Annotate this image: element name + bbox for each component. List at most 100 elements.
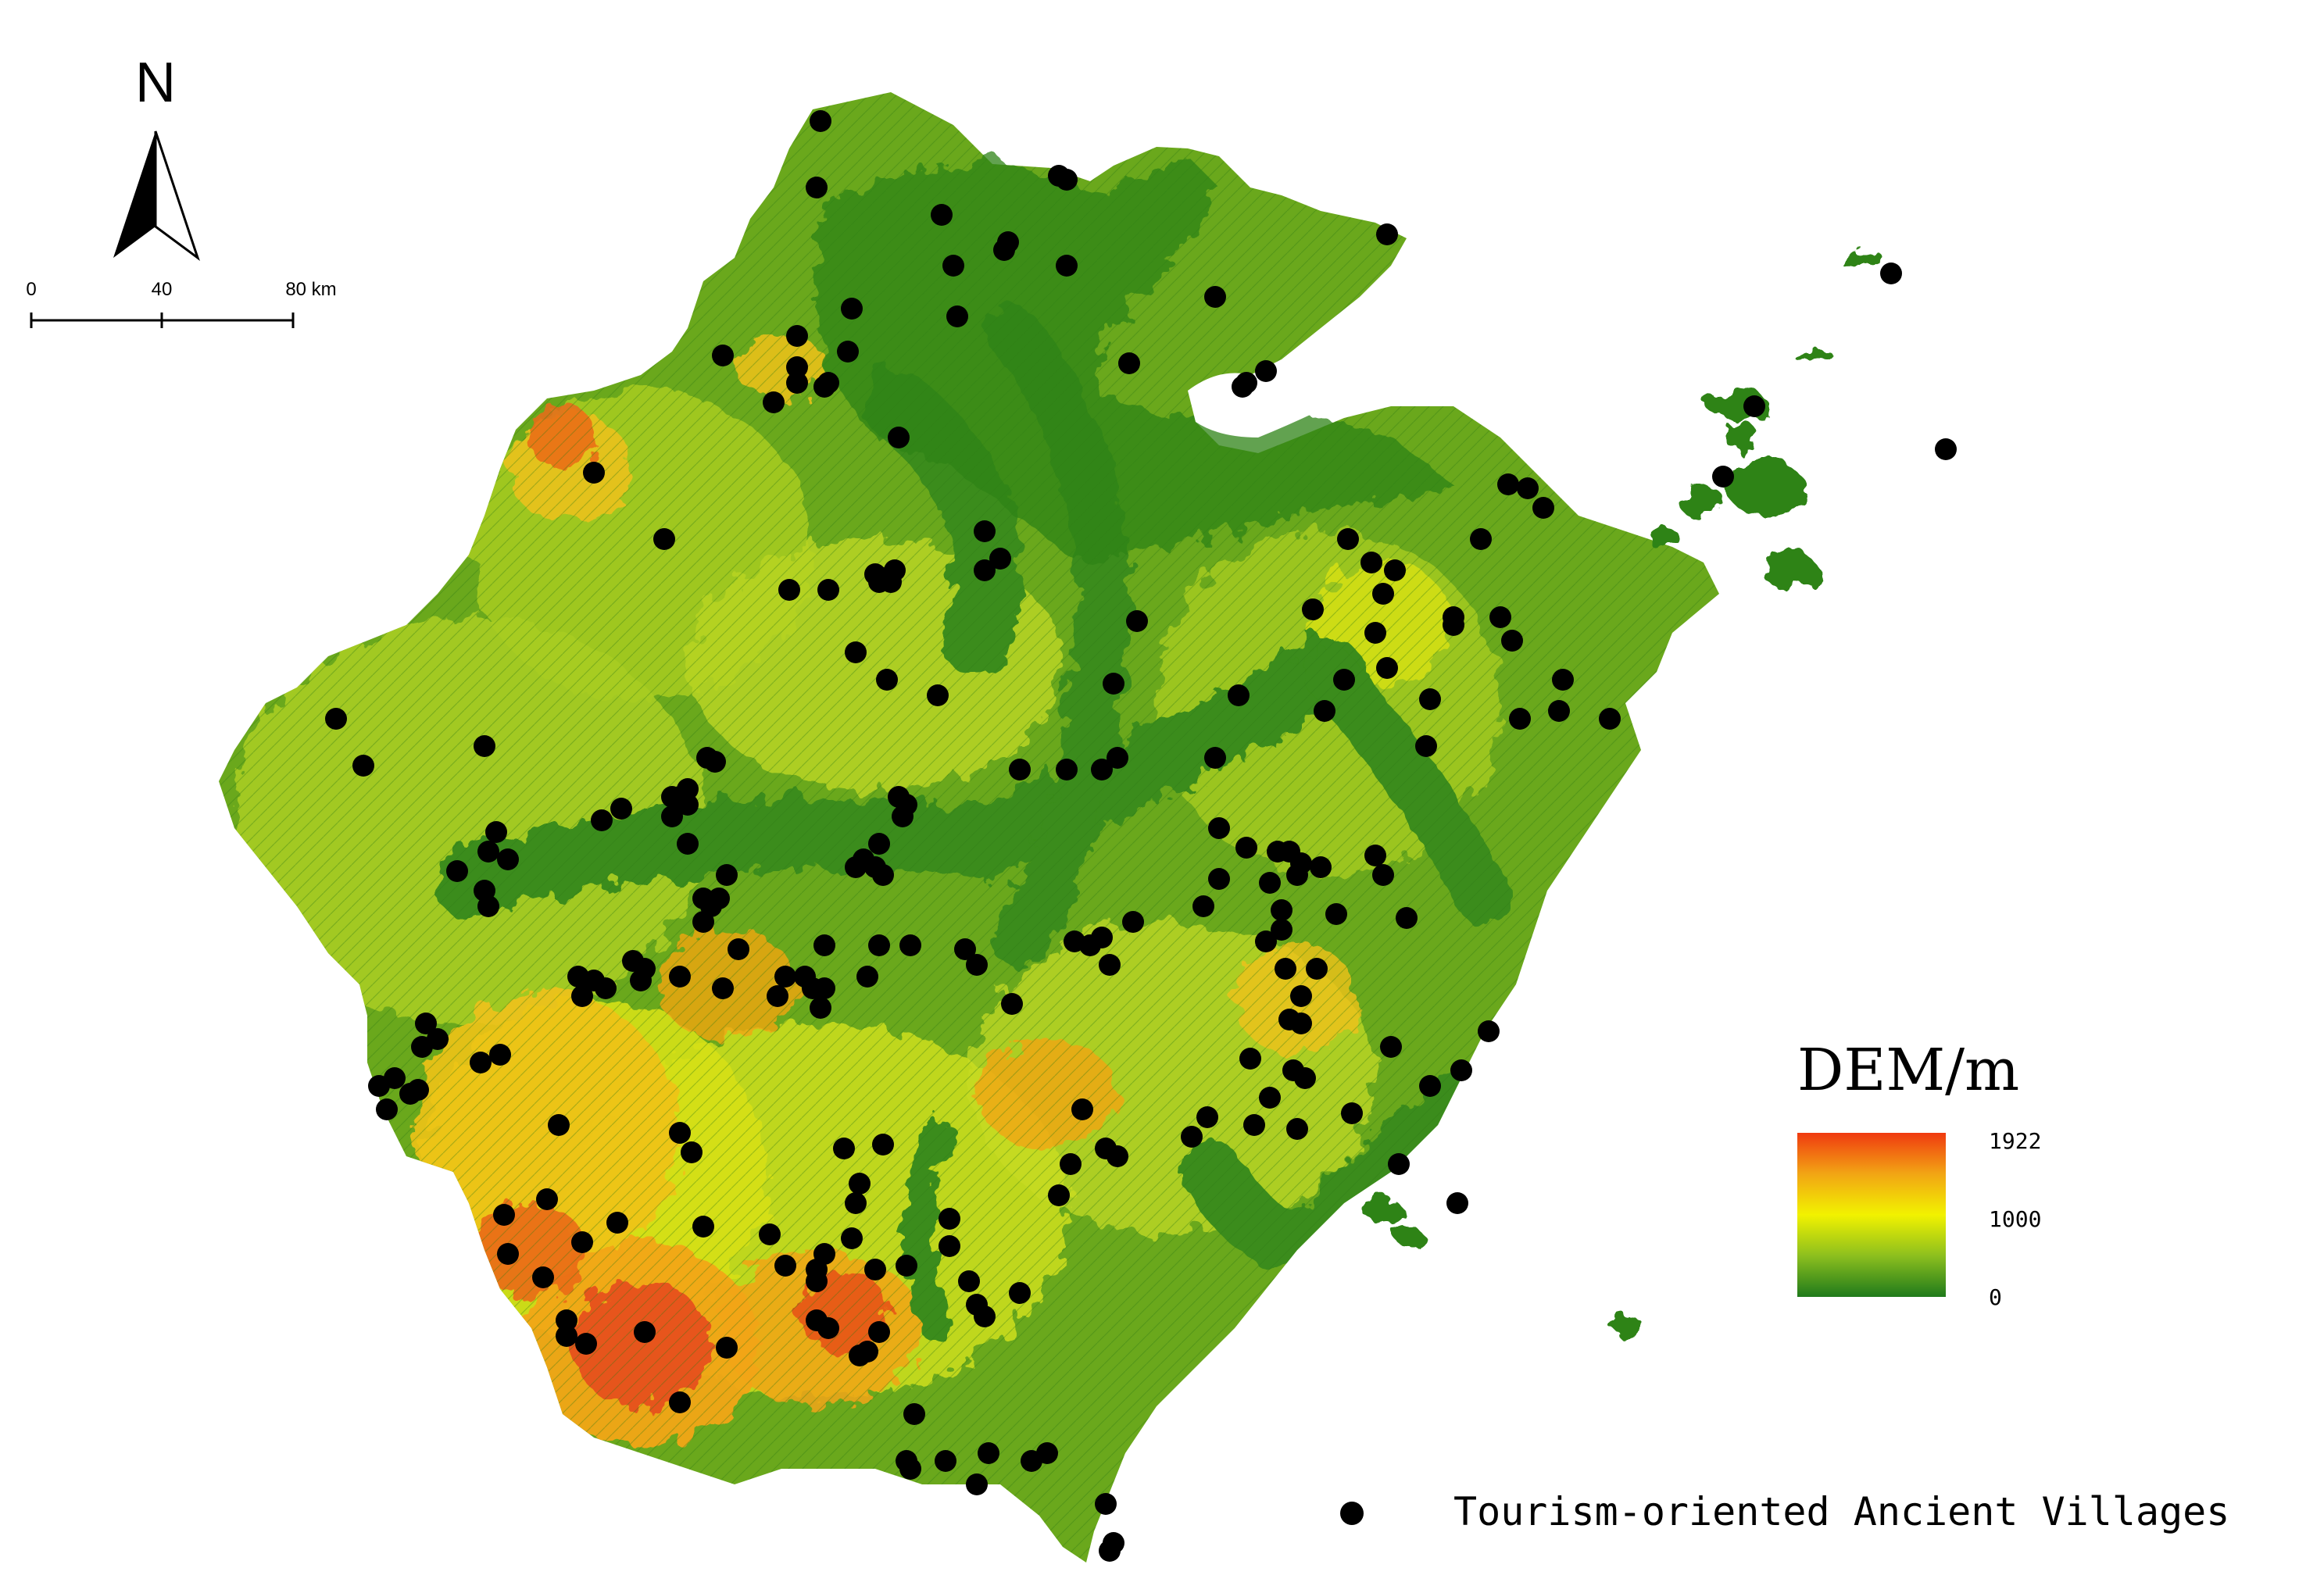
village-dot [1204, 286, 1226, 308]
village-dot [1450, 1059, 1472, 1081]
village-dot [536, 1188, 558, 1210]
village-dot [1243, 1114, 1265, 1136]
village-dot [1107, 747, 1128, 769]
village-dot [497, 1243, 519, 1265]
village-dot [892, 805, 914, 827]
village-dot [767, 985, 788, 1007]
village-dot [845, 641, 867, 663]
village-dot [1278, 841, 1300, 863]
village-dot [1259, 872, 1281, 894]
village-dot [1314, 700, 1335, 722]
village-dot [1056, 255, 1078, 277]
village-dot [470, 1052, 492, 1073]
village-dot [872, 1134, 894, 1155]
village-dot [872, 864, 894, 886]
village-dot [1415, 735, 1437, 757]
village-dot [1388, 1153, 1410, 1175]
village-dot [1712, 466, 1734, 488]
village-dot [1021, 1450, 1042, 1472]
village-dot [1275, 958, 1296, 980]
village-dot [974, 559, 996, 581]
village-dot [845, 1192, 867, 1214]
village-dot [1103, 673, 1124, 695]
village-dot [1208, 817, 1230, 839]
village-dot [415, 1013, 437, 1034]
village-dot [477, 895, 499, 917]
village-dot [1095, 1493, 1117, 1515]
village-dot [692, 1216, 714, 1238]
village-dot [653, 528, 675, 550]
village-dot [1009, 759, 1031, 780]
village-dot [493, 1204, 515, 1226]
village-dot [993, 239, 1015, 261]
village-dot [1880, 263, 1902, 284]
village-dot [1056, 169, 1078, 191]
village-dot [1364, 845, 1386, 866]
village-dot [1548, 700, 1570, 722]
village-dot [1118, 352, 1140, 374]
village-dot [376, 1098, 398, 1120]
village-dot [774, 966, 796, 988]
village-dot [813, 934, 835, 956]
village-dot [1259, 1087, 1281, 1109]
village-dot [786, 356, 808, 378]
village-dot [1232, 376, 1253, 398]
village-dot [716, 864, 738, 886]
village-dot [1208, 868, 1230, 890]
village-dot [942, 255, 964, 277]
village-dot [407, 1079, 429, 1101]
village-dot [556, 1325, 577, 1347]
village-dot [1337, 528, 1359, 550]
village-dot [1302, 598, 1324, 620]
village-dot [763, 391, 785, 413]
village-dot [813, 977, 835, 999]
village-dot [1325, 903, 1347, 925]
village-dot [606, 1212, 628, 1234]
village-dot [1271, 919, 1293, 941]
village-dot [896, 1255, 917, 1277]
village-dot [954, 938, 976, 960]
village-dot [1286, 864, 1308, 886]
village-dot [974, 1305, 996, 1327]
village-dot [1372, 583, 1394, 605]
village-dot [903, 1403, 925, 1425]
village-dot [806, 1309, 828, 1331]
scale-tick-40: 40 [152, 279, 173, 300]
village-dot [497, 848, 519, 870]
village-dot [368, 1075, 390, 1097]
village-dot [1107, 1145, 1128, 1167]
village-dot [833, 1138, 855, 1159]
village-dot [849, 1345, 871, 1366]
village-dot [1091, 759, 1113, 780]
village-dot [352, 755, 374, 777]
village-dot [899, 1458, 921, 1480]
village-dot [845, 856, 867, 878]
village-dot [661, 805, 683, 827]
legend-value-mid: 1000 [1989, 1206, 2041, 1232]
village-dot [1071, 1098, 1093, 1120]
village-dot [841, 298, 863, 320]
village-dot [1501, 630, 1523, 652]
village-dot [1552, 669, 1574, 691]
village-dot [1419, 688, 1441, 710]
village-dot [849, 1173, 871, 1195]
village-dot [1271, 899, 1293, 921]
village-dot [677, 833, 699, 855]
village-dot [1333, 669, 1355, 691]
village-dot [692, 911, 714, 933]
village-dot [1489, 606, 1511, 628]
scale-tick-80: 80 km [285, 279, 336, 300]
village-dot [1743, 395, 1765, 417]
village-dot [477, 841, 499, 863]
village-points [325, 110, 1957, 1562]
village-dot [1384, 559, 1406, 581]
village-dot [1396, 907, 1418, 929]
village-dot [622, 950, 644, 972]
village-dot [1364, 622, 1386, 644]
village-dot [856, 966, 878, 988]
village-dot [1446, 1192, 1468, 1214]
scale-tick-0: 0 [26, 279, 36, 300]
village-dot [817, 579, 839, 601]
village-dot [1532, 497, 1554, 519]
village-dot [927, 684, 949, 706]
